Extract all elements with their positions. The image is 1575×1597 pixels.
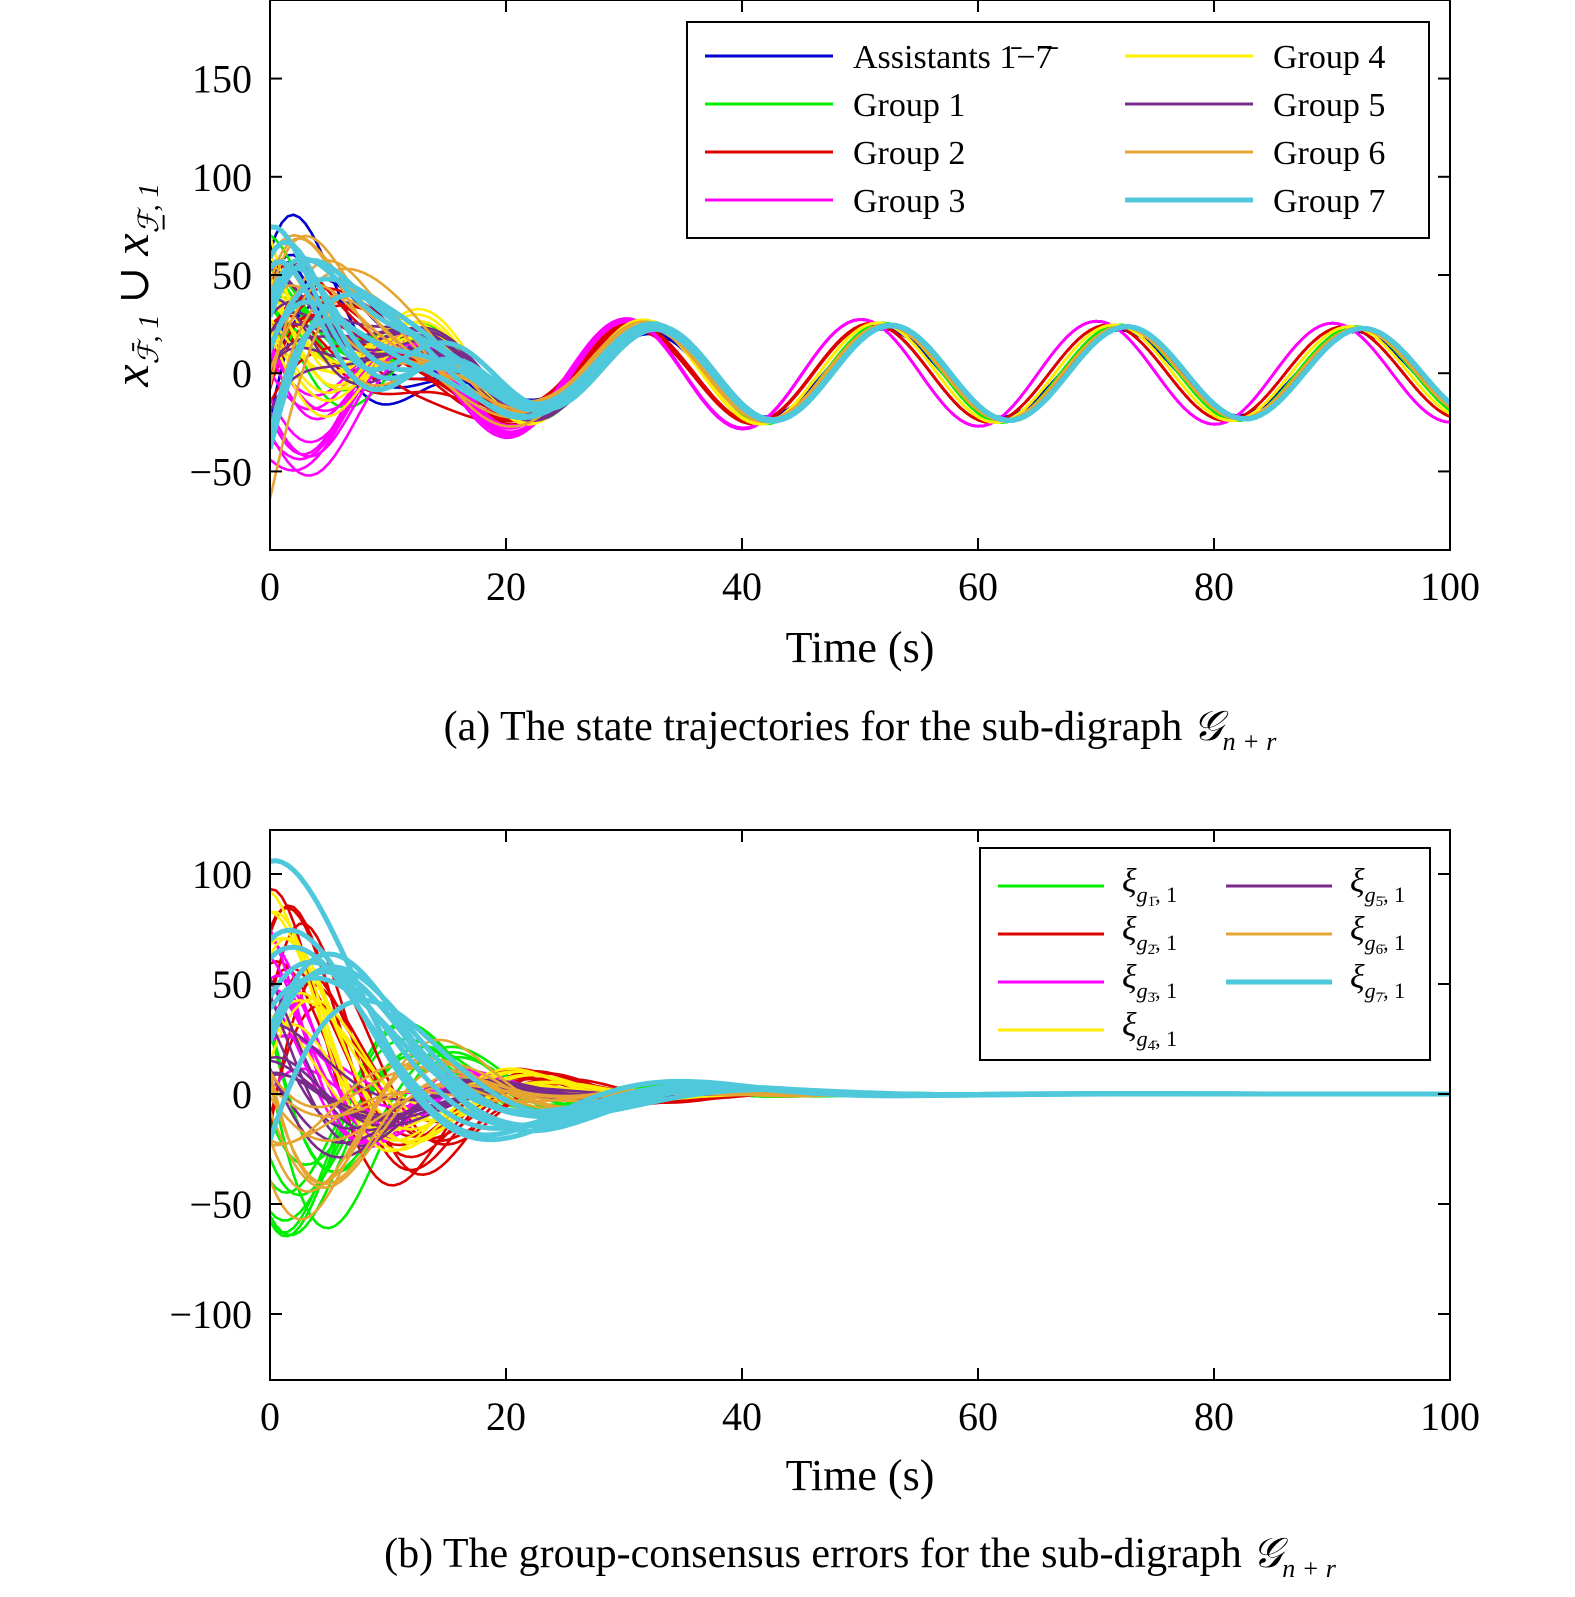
panel-a-caption-sub: n + r: [1223, 727, 1278, 756]
legend-a-label-1: Assistants 1̄−7̄: [853, 39, 1059, 76]
panel-b-series-7: [270, 858, 1450, 1143]
panel-a-ytick-label-1: 0: [232, 351, 252, 396]
panel-a-ylabel: xℱ̄, 1 ∪ xℱ̲, 1: [103, 183, 165, 387]
panel-b-xtick-label-5: 100: [1420, 1394, 1480, 1439]
panel-b-ytick-label-0: −100: [169, 1292, 252, 1337]
panel-b-caption: (b) The group-consensus errors for the s…: [384, 1531, 1337, 1583]
panel-a-ytick-label-0: −50: [189, 449, 252, 494]
legend-b-label-5: ξg5̄, 1: [1350, 863, 1405, 910]
legend-a-label-5: Group 4: [1273, 39, 1385, 76]
legend-a-box: [686, 21, 1430, 239]
panel-b-xtick-label-4: 80: [1194, 1394, 1234, 1439]
ylabel-union: ∪: [109, 256, 158, 315]
panel-a-caption: (a) The state trajectories for the sub-d…: [444, 704, 1278, 756]
legend-b-label-2: ξg2̄, 1: [1122, 911, 1177, 958]
panel-b-series-7-line-10: [270, 858, 1450, 1138]
panel-b-caption-sub: n + r: [1282, 1554, 1337, 1583]
panel-a-ytick-label-4: 150: [192, 57, 252, 102]
panel-b-xtick-label-0: 0: [260, 1394, 280, 1439]
panel-a-series-8: [270, 224, 1450, 450]
legend-a-label-4: Group 3: [853, 183, 965, 220]
panel-a-caption-main: (a) The state trajectories for the sub-d…: [444, 704, 1193, 750]
legend-a-label-2: Group 1: [853, 87, 965, 124]
panel-b: 0 20 40 60 80 100 −100 −50 0 50 100 Time (s) ξg1̄,…: [169, 829, 1480, 1583]
panel-b-xtick-label-3: 60: [958, 1394, 998, 1439]
panel-b-xtick-label-1: 20: [486, 1394, 526, 1439]
legend-b-label-4: ξg4̄, 1: [1122, 1007, 1177, 1054]
panel-b-ytick-label-3: 50: [212, 962, 252, 1007]
panel-a-ticks: 0 20 40 60 80 100 −50 0 50 100 150: [189, 0, 1480, 609]
legend-a-label-8: Group 7: [1273, 183, 1385, 220]
panel-a-xtick-label-5: 100: [1420, 564, 1480, 609]
ylabel-x1: x: [103, 364, 159, 387]
panel-b-ytick-label-1: −50: [189, 1182, 252, 1227]
panel-a-xtick-label-4: 80: [1194, 564, 1234, 609]
panel-a-ytick-label-2: 50: [212, 253, 252, 298]
panel-b-xlabel: Time (s): [786, 1451, 935, 1500]
ylabel-x2: x: [103, 233, 159, 256]
panel-a-ylabel-text: xℱ̄, 1 ∪ xℱ̲, 1: [103, 183, 165, 387]
panel-b-curves: [270, 858, 1450, 1238]
legend-a-label-6: Group 5: [1273, 87, 1385, 124]
ylabel-sub2: ℱ̲, 1: [134, 183, 165, 233]
panel-b-caption-main: (b) The group-consensus errors for the s…: [384, 1531, 1252, 1577]
ylabel-sub1: ℱ̄, 1: [132, 314, 165, 364]
panel-a-ytick-label-3: 100: [192, 155, 252, 200]
panel-a-xlabel: Time (s): [786, 623, 935, 672]
panel-b-ytick-label-4: 100: [192, 852, 252, 897]
panel-a-curves: [270, 213, 1450, 499]
legend-a-label-3: Group 2: [853, 135, 965, 172]
legend-b-label-1: ξg1̄, 1: [1122, 863, 1177, 910]
panel-b-xtick-label-2: 40: [722, 1394, 762, 1439]
panel-a-xtick-label-3: 60: [958, 564, 998, 609]
panel-b-ticks: 0 20 40 60 80 100 −100 −50 0 50 100: [169, 830, 1480, 1439]
panel-a-legend: Assistants 1̄−7̄ Group 1 Group 2 Group 3 Gro…: [686, 21, 1430, 239]
panel-a-xtick-label-0: 0: [260, 564, 280, 609]
legend-b-label-6: ξg6̄, 1: [1350, 911, 1405, 958]
legend-b-label-7: ξg7̄, 1: [1350, 959, 1405, 1006]
panel-b-frame: [269, 829, 1451, 1381]
legend-a-label-7: Group 6: [1273, 135, 1385, 172]
panel-a-xtick-label-1: 20: [486, 564, 526, 609]
legend-b-box: [979, 847, 1431, 1061]
panel-a-xtick-label-2: 40: [722, 564, 762, 609]
panel-a-series-8-line-10: [270, 259, 1450, 423]
panel-b-ytick-label-2: 0: [232, 1072, 252, 1117]
legend-b-label-3: ξg3̄, 1: [1122, 959, 1177, 1006]
